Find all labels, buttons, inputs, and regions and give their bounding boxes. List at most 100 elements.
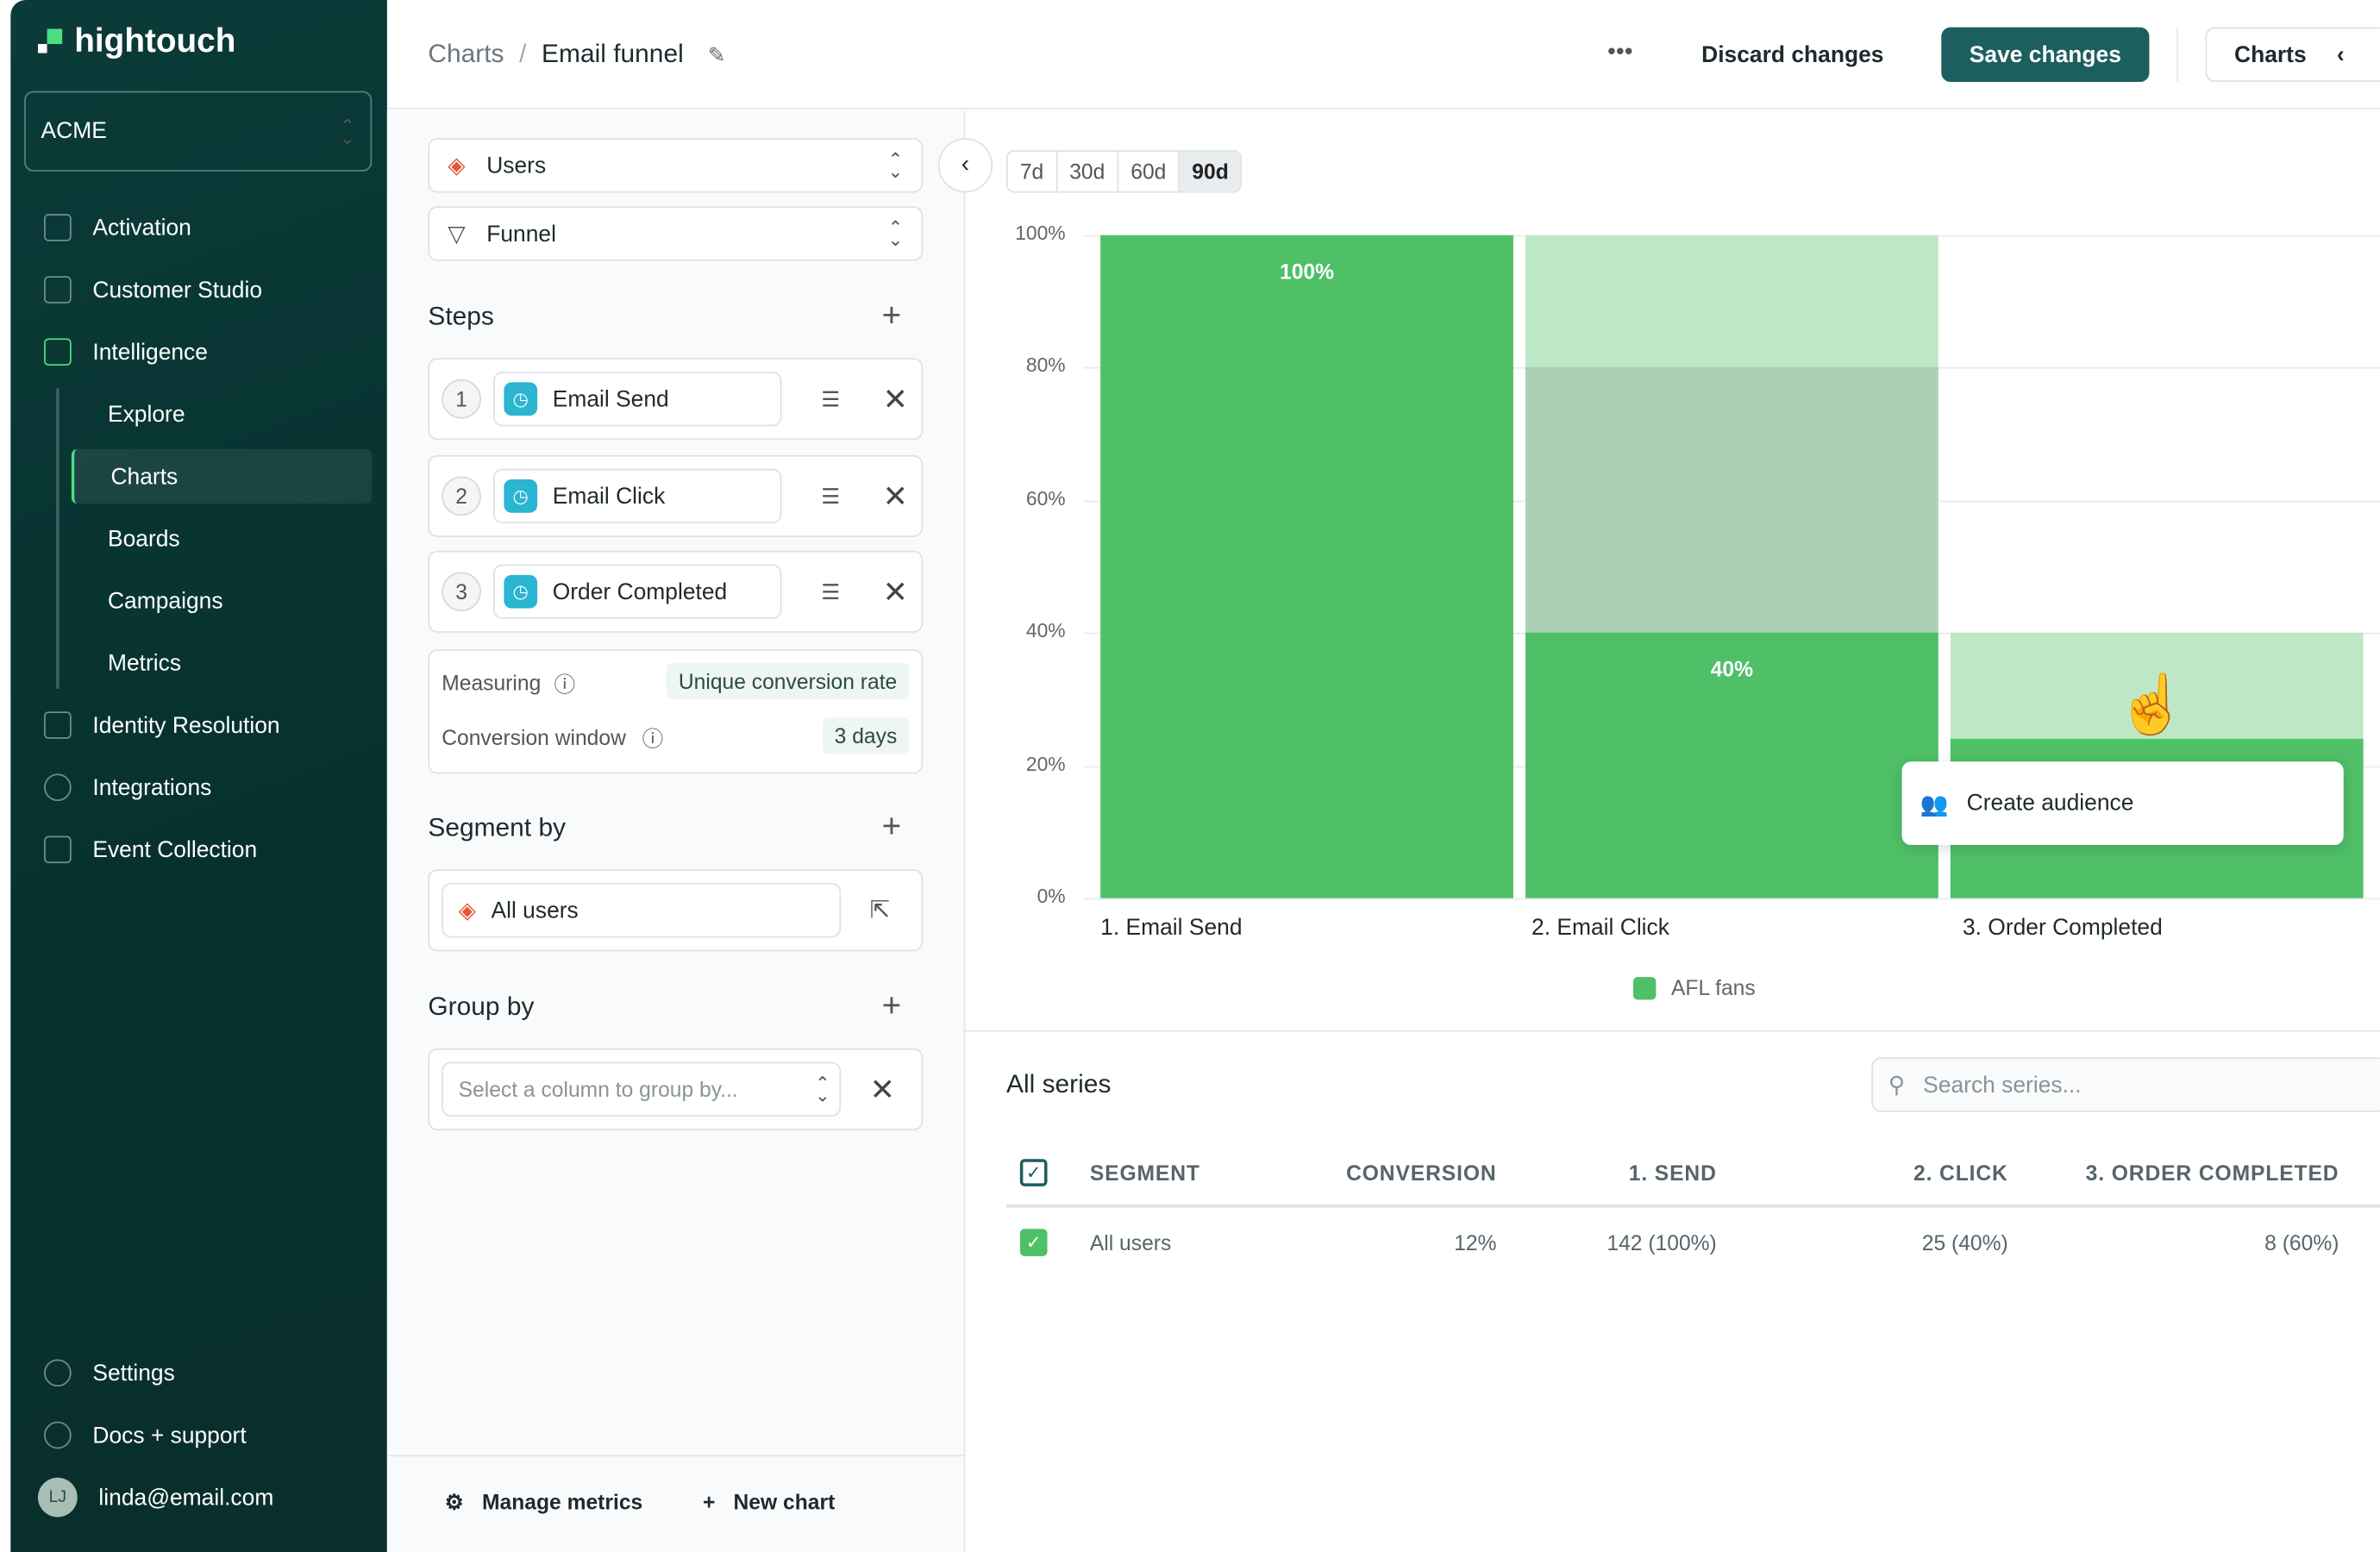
- workspace-selector[interactable]: ACME ⌃ ⌄: [24, 91, 373, 172]
- create-audience-menu-item[interactable]: 👥 Create audience: [1901, 761, 2344, 846]
- step-event-select[interactable]: ◷ Email Click: [493, 468, 782, 524]
- new-chart-button[interactable]: + New chart: [703, 1490, 835, 1514]
- nav-boards[interactable]: Boards: [107, 525, 180, 552]
- x-tick-label: 2. Email Click: [1531, 914, 1669, 941]
- logo[interactable]: hightouch: [38, 22, 235, 61]
- filter-icon[interactable]: ☰: [821, 483, 841, 508]
- column-header[interactable]: SEGMENT: [1089, 1161, 1200, 1186]
- chart-type-select[interactable]: ▽ Funnel ⌃ ⌄: [428, 206, 924, 261]
- range-90d[interactable]: 90d: [1180, 151, 1241, 191]
- row-checkbox[interactable]: ✓: [1019, 1229, 1048, 1256]
- conversion-window-select[interactable]: 3 days: [822, 717, 910, 754]
- step-label: Order Completed: [552, 579, 728, 605]
- gear-icon: ⚙: [444, 1489, 464, 1514]
- nav-charts[interactable]: Charts: [71, 448, 373, 504]
- breadcrumb-charts[interactable]: Charts: [428, 39, 504, 69]
- add-segment-button[interactable]: +: [881, 807, 902, 846]
- nav-docs[interactable]: Docs + support: [44, 1408, 247, 1462]
- pencil-icon[interactable]: ✎: [707, 41, 726, 66]
- add-group-button[interactable]: +: [881, 986, 902, 1024]
- nav-customer-studio[interactable]: Customer Studio: [44, 262, 262, 316]
- step-event-select[interactable]: ◷ Email Send: [493, 372, 782, 427]
- clock-icon: ◷: [504, 382, 538, 416]
- manage-metrics-label: Manage metrics: [481, 1489, 643, 1514]
- chart-area: 7d 30d 60d 90d 0% 20% 40% 60% 80% 100% 100% 1. …: [965, 110, 2380, 1552]
- filter-icon[interactable]: ☰: [821, 385, 841, 410]
- more-options-button[interactable]: •••: [1607, 39, 1633, 66]
- collapse-panel-button[interactable]: ‹: [937, 138, 993, 193]
- steps-heading: Steps: [428, 302, 494, 331]
- nav-settings[interactable]: Settings: [44, 1346, 175, 1400]
- clock-icon: ◷: [504, 574, 538, 609]
- divider: [2176, 27, 2178, 83]
- column-header[interactable]: 2. CLICK: [1913, 1161, 2008, 1186]
- nav-metrics[interactable]: Metrics: [107, 649, 182, 676]
- nav-explore[interactable]: Explore: [107, 401, 185, 428]
- nav-label: Integrations: [92, 774, 212, 801]
- nav-label: Event Collection: [92, 836, 258, 863]
- column-header[interactable]: 3. ORDER COMPLETED: [2085, 1161, 2339, 1186]
- range-60d[interactable]: 60d: [1118, 151, 1181, 191]
- step-row: 2 ◷ Email Click ☰ ✕: [428, 454, 924, 537]
- segment-select[interactable]: ◈ All users: [442, 883, 842, 938]
- divider: [965, 1029, 2380, 1032]
- select-all-checkbox[interactable]: ✓: [1019, 1159, 1048, 1186]
- model-select[interactable]: ◈ Users ⌃ ⌄: [428, 138, 924, 193]
- step-label: Email Click: [552, 483, 666, 510]
- nav-integrations[interactable]: Integrations: [44, 760, 211, 815]
- brand-name: hightouch: [74, 21, 236, 59]
- nav-event-collection[interactable]: Event Collection: [44, 823, 257, 877]
- charts-panel-toggle[interactable]: Charts ‹: [2205, 27, 2380, 83]
- chevron-updown-icon: ⌃ ⌄: [887, 216, 904, 251]
- model-value: Users: [486, 152, 547, 178]
- chevron-updown-icon: ⌃ ⌄: [340, 114, 355, 148]
- funnel-chart: 0% 20% 40% 60% 80% 100% 100% 1. Email Send 40% 2.…: [965, 110, 2380, 1021]
- save-changes-button[interactable]: Save changes: [1941, 27, 2150, 83]
- nav-label: Settings: [92, 1360, 175, 1386]
- add-step-button[interactable]: +: [881, 296, 902, 335]
- charts-toggle-label: Charts: [2234, 41, 2307, 68]
- nav-identity-resolution[interactable]: Identity Resolution: [44, 698, 280, 752]
- group-by-select[interactable]: Select a column to group by... ⌃ ⌄: [442, 1061, 842, 1117]
- top-bar: Charts / Email funnel ✎ ••• Discard chan…: [386, 0, 2380, 110]
- step-label: Email Send: [552, 385, 669, 412]
- hover-highlight: [1525, 367, 1938, 634]
- manage-metrics-button[interactable]: ⚙ Manage metrics: [445, 1490, 643, 1516]
- chart-type-value: Funnel: [486, 221, 556, 247]
- column-header[interactable]: CONVERSION: [1346, 1161, 1497, 1186]
- identity-icon: [44, 711, 72, 739]
- avatar: LJ: [38, 1477, 78, 1518]
- chevron-updown-icon: ⌃ ⌄: [887, 148, 904, 183]
- legend-swatch: [1632, 976, 1657, 999]
- remove-step-button[interactable]: ✕: [882, 383, 909, 416]
- nav-campaigns[interactable]: Campaigns: [107, 587, 223, 614]
- step-event-select[interactable]: ◷ Order Completed: [493, 564, 782, 619]
- divider: [386, 1455, 964, 1457]
- chevron-updown-icon: ⌃ ⌄: [815, 1072, 830, 1106]
- filter-icon[interactable]: ☰: [821, 579, 841, 604]
- y-tick-label: 20%: [1025, 751, 1066, 775]
- cell-order-completed: 8 (60%): [2264, 1230, 2339, 1255]
- remove-step-button[interactable]: ✕: [882, 479, 909, 514]
- search-series-input[interactable]: ⚲ Search series...: [1871, 1057, 2380, 1112]
- range-30d[interactable]: 30d: [1057, 151, 1119, 191]
- y-tick-label: 0%: [1037, 884, 1066, 908]
- hand-cursor-icon: ☝: [2115, 673, 2189, 738]
- clear-group-button[interactable]: ✕: [869, 1073, 896, 1108]
- nav-intelligence[interactable]: Intelligence: [44, 325, 208, 379]
- range-7d[interactable]: 7d: [1008, 151, 1058, 191]
- nav-activation[interactable]: Activation: [44, 200, 191, 254]
- measuring-select[interactable]: Unique conversion rate: [666, 662, 910, 700]
- conversion-window-label: Conversion window: [442, 725, 626, 750]
- external-link-icon[interactable]: ⇱: [869, 898, 891, 924]
- remove-step-button[interactable]: ✕: [882, 575, 909, 610]
- user-email: linda@email.com: [98, 1484, 274, 1511]
- column-header[interactable]: 1. SEND: [1628, 1161, 1717, 1186]
- user-menu[interactable]: LJ linda@email.com: [38, 1470, 273, 1524]
- x-tick-label: 1. Email Send: [1100, 914, 1243, 941]
- discard-changes-button[interactable]: Discard changes: [1701, 41, 1884, 68]
- legend-label: AFL fans: [1670, 975, 1756, 1000]
- layers-icon: ◈: [448, 153, 466, 179]
- config-panel: ◈ Users ⌃ ⌄ ▽ Funnel ⌃ ⌄ Steps + 1 ◷ Email Send ☰…: [386, 110, 966, 1552]
- y-tick-label: 100%: [1015, 221, 1066, 245]
